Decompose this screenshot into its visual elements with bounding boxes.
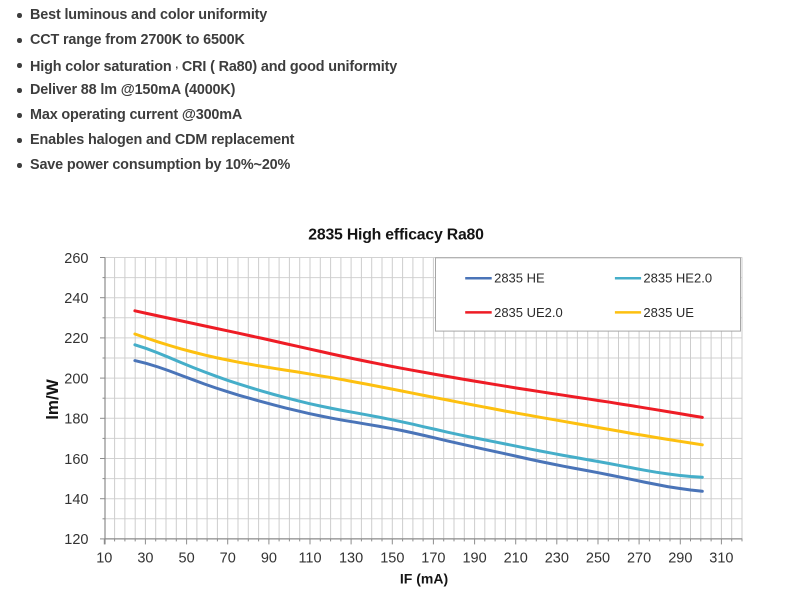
svg-text:2835 HE2.0: 2835 HE2.0 — [643, 271, 712, 286]
svg-text:220: 220 — [64, 331, 88, 347]
svg-text:2835 HE: 2835 HE — [494, 271, 545, 286]
svg-text:90: 90 — [261, 550, 277, 566]
svg-text:210: 210 — [504, 550, 528, 566]
svg-text:IF (mA): IF (mA) — [400, 570, 448, 586]
svg-text:150: 150 — [380, 550, 404, 566]
svg-text:70: 70 — [220, 550, 236, 566]
svg-text:290: 290 — [668, 550, 692, 566]
svg-text:180: 180 — [64, 412, 88, 428]
svg-text:2835 UE: 2835 UE — [643, 305, 694, 320]
svg-text:120: 120 — [64, 532, 88, 548]
svg-text:30: 30 — [137, 550, 153, 566]
svg-text:lm/W: lm/W — [43, 378, 62, 420]
svg-text:250: 250 — [586, 550, 610, 566]
svg-text:170: 170 — [421, 550, 445, 566]
svg-text:230: 230 — [545, 550, 569, 566]
svg-text:200: 200 — [64, 371, 88, 387]
svg-text:130: 130 — [339, 550, 363, 566]
svg-text:160: 160 — [64, 452, 88, 468]
svg-text:260: 260 — [64, 251, 88, 267]
svg-text:140: 140 — [64, 492, 88, 508]
svg-text:190: 190 — [462, 550, 486, 566]
svg-text:50: 50 — [179, 550, 195, 566]
svg-text:240: 240 — [64, 291, 88, 307]
svg-text:270: 270 — [627, 550, 651, 566]
svg-text:110: 110 — [298, 550, 321, 566]
svg-text:310: 310 — [709, 550, 733, 566]
svg-text:2835 High efficacy Ra80: 2835 High efficacy Ra80 — [308, 226, 484, 243]
svg-text:10: 10 — [96, 550, 112, 566]
svg-text:2835 UE2.0: 2835 UE2.0 — [494, 305, 563, 320]
